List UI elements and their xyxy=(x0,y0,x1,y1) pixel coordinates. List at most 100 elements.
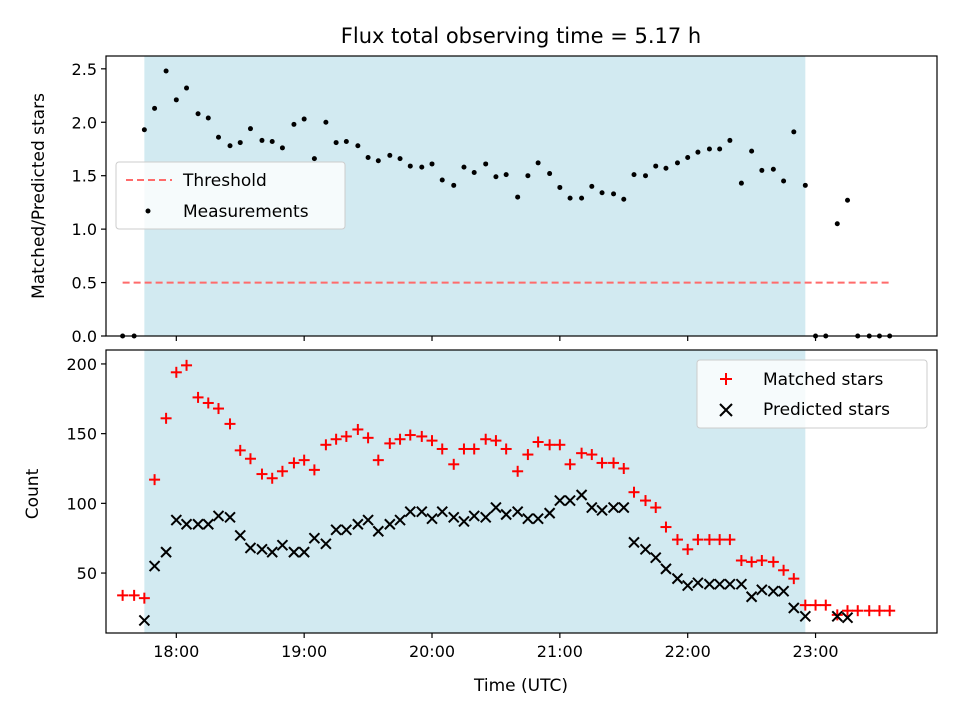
measurement-point xyxy=(291,121,297,127)
measurement-point xyxy=(141,127,147,133)
predicted-star-point xyxy=(745,591,758,603)
measurement-point xyxy=(643,173,649,179)
top-y-axis-label: Matched/Predicted stars xyxy=(29,93,49,299)
predicted-star-point xyxy=(202,518,214,530)
matched-star-point xyxy=(873,605,885,617)
top-legend: Threshold Measurements xyxy=(115,161,346,230)
measurement-point xyxy=(749,148,755,154)
predicted-star-point xyxy=(767,585,780,597)
matched-star-point xyxy=(522,449,534,461)
matched-star-point xyxy=(224,418,236,430)
matched-star-point xyxy=(628,486,640,498)
measurement-point xyxy=(781,178,787,184)
predicted-star-point xyxy=(308,532,321,544)
matched-star-point xyxy=(778,564,790,576)
measurement-point xyxy=(301,116,307,122)
predicted-star-point xyxy=(244,542,257,554)
legend-predicted-swatch xyxy=(719,403,733,417)
matched-star-point xyxy=(820,599,832,611)
x-axis-label: Time (UTC) xyxy=(473,676,568,696)
predicted-star-point xyxy=(160,546,172,558)
measurement-point xyxy=(525,173,531,179)
matched-star-point xyxy=(256,468,268,480)
measurement-point xyxy=(483,161,489,167)
predicted-star-point xyxy=(554,494,566,507)
predicted-star-point xyxy=(448,511,460,523)
legend-matched-label: Matched stars xyxy=(763,370,883,390)
matched-star-point xyxy=(117,589,129,601)
matched-star-point xyxy=(735,555,747,567)
measurement-point xyxy=(589,183,595,189)
legend-measurements-swatch xyxy=(145,208,151,214)
predicted-star-point xyxy=(724,578,736,590)
measurement-point xyxy=(834,221,840,227)
predicted-star-point xyxy=(362,514,374,526)
measurement-point xyxy=(535,160,541,166)
y-tick-label: 0.5 xyxy=(72,274,97,293)
matched-star-point xyxy=(788,573,800,585)
x-tick-label: 23:00 xyxy=(792,642,838,661)
measurement-point xyxy=(717,146,723,152)
measurement-point xyxy=(653,163,659,169)
matched-star-point xyxy=(160,412,172,424)
y-tick-label: 0.0 xyxy=(72,327,97,346)
predicted-star-point xyxy=(458,515,470,528)
y-tick-label: 1.5 xyxy=(72,167,97,186)
x-tick-label: 21:00 xyxy=(537,642,583,661)
y-tick-label: 2.5 xyxy=(72,60,97,79)
bottom-y-axis: 50 100 150 200 xyxy=(66,355,106,583)
predicted-star-point xyxy=(234,529,246,542)
measurement-point xyxy=(621,196,627,202)
predicted-star-point xyxy=(586,501,598,514)
measurement-point xyxy=(184,85,190,91)
matched-star-point xyxy=(213,403,225,415)
matched-star-point xyxy=(544,439,556,451)
predicted-star-point xyxy=(607,501,620,514)
matched-star-point xyxy=(330,433,342,445)
matched-star-point xyxy=(426,435,438,447)
matched-star-point xyxy=(640,495,652,507)
measurement-point xyxy=(397,156,403,162)
matched-star-point xyxy=(767,556,779,568)
top-x-ticks xyxy=(175,336,817,341)
y-tick-label: 100 xyxy=(66,494,97,513)
measurement-point xyxy=(547,171,553,177)
matched-star-point xyxy=(756,555,768,567)
predicted-star-point xyxy=(490,501,502,514)
measurement-point xyxy=(173,97,179,103)
matched-star-point xyxy=(181,359,193,371)
predicted-star-point xyxy=(713,578,726,590)
measurement-point xyxy=(802,182,808,188)
measurement-point xyxy=(355,143,361,149)
predicted-star-point xyxy=(288,546,300,558)
predicted-star-point xyxy=(148,560,161,572)
bottom-panel: 50 100 150 200 18:00 19:00 20:00 21:00 22:00 23:… xyxy=(23,349,938,696)
predicted-star-point xyxy=(212,510,225,522)
measurement-point xyxy=(439,177,445,183)
measurement-point xyxy=(503,172,509,178)
bottom-panel-frame xyxy=(105,349,938,634)
measurement-point xyxy=(451,182,457,188)
measurement-point xyxy=(471,169,477,175)
predicted-star-point xyxy=(352,518,364,530)
matched-star-point xyxy=(320,439,332,451)
top-legend-box xyxy=(115,161,346,230)
measurement-point xyxy=(695,149,701,155)
matched-star-point xyxy=(564,458,576,470)
measurement-point xyxy=(706,146,712,152)
measurement-point xyxy=(195,111,201,117)
matched-star-point xyxy=(298,454,310,466)
matched-star-point xyxy=(703,534,715,546)
predicted-star-point xyxy=(575,489,588,501)
measurement-point xyxy=(845,197,851,203)
matched-star-point xyxy=(128,589,140,601)
measurement-point xyxy=(269,138,275,144)
matched-star-point xyxy=(149,474,161,486)
bottom-legend-box xyxy=(696,359,928,429)
top-panel: 0.0 0.5 1.0 1.5 2.0 2.5 Matched/Predicted sta… xyxy=(29,55,938,346)
matched-star-point xyxy=(660,521,672,533)
measurement-point xyxy=(205,115,211,121)
matched-star-point xyxy=(308,464,320,476)
predicted-star-point xyxy=(416,506,428,518)
predicted-star-point xyxy=(841,611,854,624)
